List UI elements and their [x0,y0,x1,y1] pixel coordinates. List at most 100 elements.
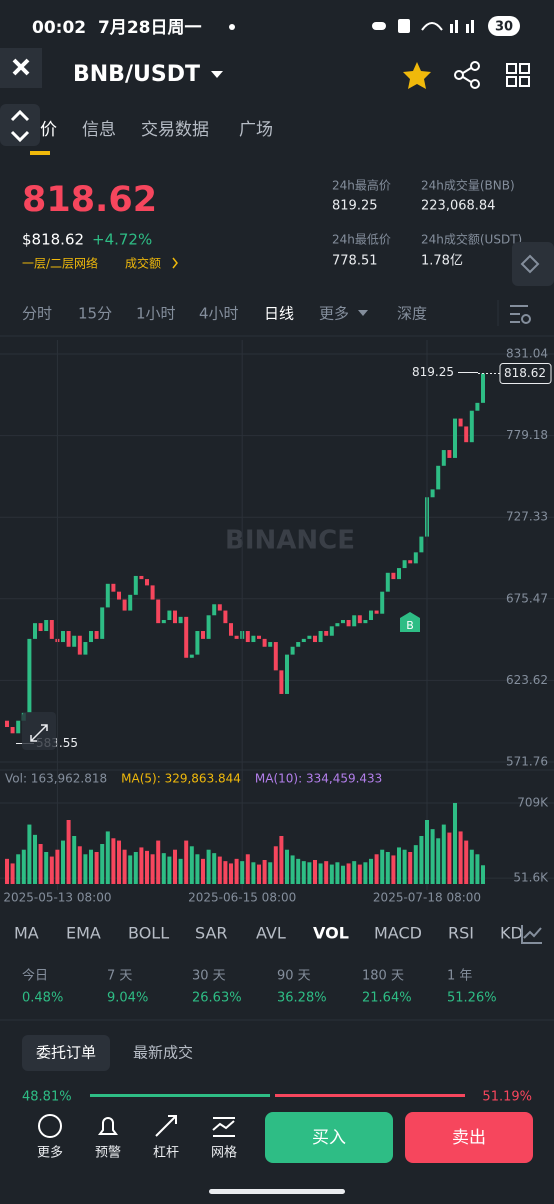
candle [402,560,407,569]
volume-bar [38,844,43,884]
volume-bar [133,852,138,884]
favorite-star[interactable] [403,62,431,89]
icon-grid [212,1117,235,1137]
volume-bar [189,846,194,884]
last-price-label: 818.62 [504,366,546,380]
indicator-tab[interactable]: EMA [66,924,101,943]
perf-value: 51.26% [447,991,497,1006]
indicator-tab[interactable]: VOL [313,924,349,943]
kline-chart: 571.76 623.62 675.47 727.33 779.18 831.04 BINA… [0,340,554,905]
candle [229,623,233,636]
candle [464,426,469,443]
y-tick-label: 675.47 [506,591,548,605]
candle [318,631,323,643]
timeframe[interactable]: 深度 [397,305,427,323]
indicator-tab[interactable]: MACD [374,924,422,943]
network-tag[interactable]: 一层/二层网络 [22,256,98,271]
tab[interactable]: 信息 [82,120,116,140]
stat-value: 1.78亿 [421,254,463,269]
tab[interactable]: 交易数据 [141,120,209,140]
indicator-tab[interactable]: RSI [448,924,474,943]
volume-bar [285,849,289,884]
volume-bar [469,849,474,884]
sell-label: 卖出 [452,1128,486,1148]
candle [307,635,312,639]
toolbar-label[interactable]: 更多 [37,1145,63,1161]
candle [363,620,368,624]
back-logo[interactable] [0,48,42,88]
candle [145,579,149,586]
depth-bar-sell [275,1094,465,1097]
candle [346,620,351,627]
candle [212,604,217,616]
order-tab[interactable]: 最新成交 [133,1044,193,1062]
volume-bar [145,850,149,884]
volume-bar [374,854,379,884]
x-tick-label: 2025-05-13 08:00 [3,891,111,905]
tab-underline [30,151,50,155]
volume-bar [436,838,441,884]
candle [77,635,82,655]
buy-button[interactable] [265,1112,393,1163]
last-price: 818.62 [22,180,157,220]
volume-bar [128,855,133,884]
candle [161,620,166,624]
stat-label: 24h最高价 [332,178,391,193]
perf-value: 26.63% [192,991,242,1006]
candle [469,410,474,443]
timeframe[interactable]: 15分 [78,305,112,323]
status-icons [372,16,520,36]
pair-dropdown[interactable] [211,71,223,78]
candle [290,646,295,655]
candle [206,615,211,639]
volume-bar [234,858,239,884]
tab[interactable]: 价 [40,120,57,140]
share-icon[interactable] [454,61,480,89]
candle [475,402,480,411]
float-swap-button[interactable] [0,104,40,146]
timeframe[interactable]: 1小时 [136,305,176,323]
indicator-settings[interactable] [521,925,542,944]
volume-bar [262,860,267,884]
candle [391,572,396,580]
stat-value: 778.51 [332,254,378,269]
tab[interactable]: 广场 [239,120,273,140]
candle [397,568,401,580]
volume-bar [251,862,256,884]
indicator-tab[interactable]: MA [14,924,39,943]
toolbar-label[interactable]: 预警 [95,1145,121,1161]
order-tab[interactable]: 委托订单 [36,1044,96,1062]
x-tick-label: 2025-06-15 08:00 [188,891,296,905]
volume-bar [441,824,446,884]
turnover-tag[interactable]: 成交额 [125,256,161,271]
candle [285,654,289,694]
dropdown [358,310,368,316]
icon-alert [98,1117,118,1135]
timeframe[interactable]: 分时 [22,305,52,323]
candle [105,583,110,608]
volume-bar [5,858,9,884]
candle [201,631,205,639]
float-bnb-button[interactable] [512,242,554,286]
expand-icon [30,724,48,742]
toolbar-label[interactable]: 网格 [211,1145,237,1161]
indicator-tab[interactable]: KD [500,924,523,943]
toolbar-label[interactable]: 杠杆 [153,1145,179,1161]
timeframe[interactable]: 更多 [319,305,349,323]
indicator-tabs: MA EMA BOLL SAR AVL VOL MACD RSI KD [14,924,523,943]
pair-title[interactable]: BNB/USDT [73,62,200,87]
sell-button[interactable] [405,1112,533,1163]
indicator-tab[interactable]: AVL [256,924,286,943]
volume-bar [223,861,228,884]
chart-settings-icon[interactable] [510,305,531,324]
volume-bar [173,849,177,884]
stat-label: 24h最低价 [332,233,391,247]
layout-icon[interactable] [506,63,530,87]
candle [111,583,116,592]
timeframe-active[interactable]: 日线 [264,305,294,323]
candle [94,631,99,639]
indicator-tab[interactable]: BOLL [128,924,169,943]
timeframe[interactable]: 4小时 [199,305,239,323]
indicator-tab[interactable]: SAR [195,924,228,943]
